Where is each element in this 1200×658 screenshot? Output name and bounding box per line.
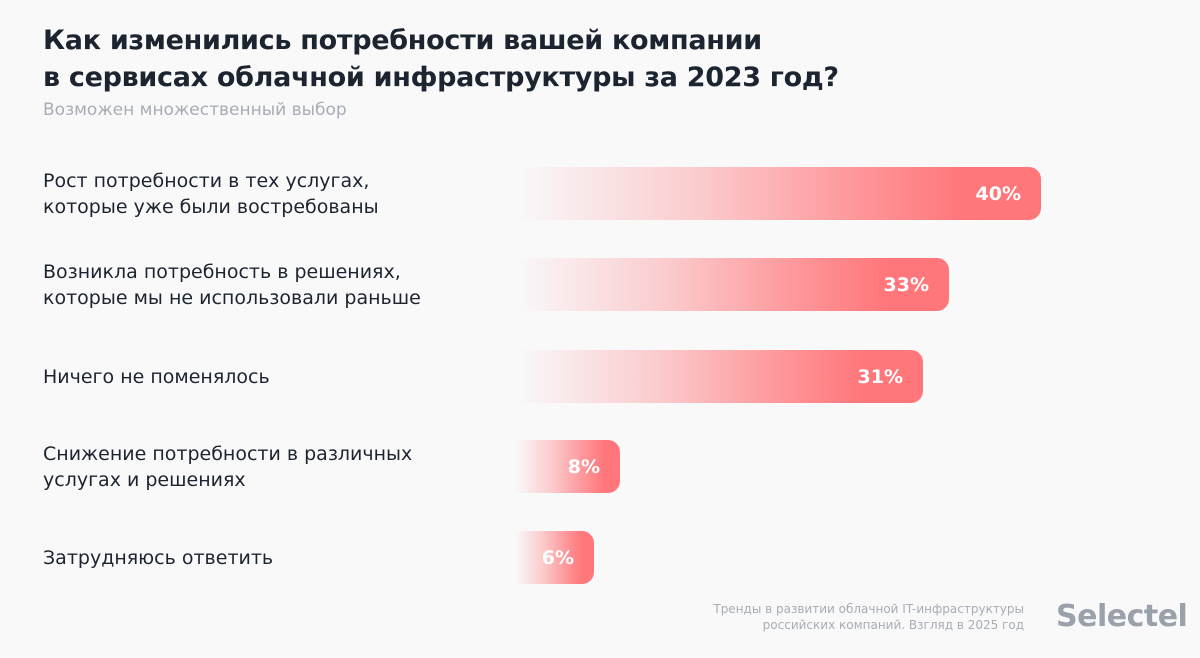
bar-row: Возникла потребность в решениях, которые … [0, 258, 1200, 311]
category-label: Ничего не поменялось [43, 350, 503, 403]
category-label-line: услугах и решениях [43, 468, 246, 491]
footer-line-2: российских компаний. Взгляд в 2025 год [762, 618, 1024, 632]
category-label: Возникла потребность в решениях, которые … [43, 258, 503, 311]
category-label-line: Снижение потребности в различных [43, 442, 413, 465]
bar-row: Затрудняюсь ответить 6% [0, 531, 1200, 584]
footer-line-1: Тренды в развитии облачной IT-инфраструк… [713, 602, 1024, 616]
data-label: 6% [541, 546, 574, 569]
category-label-line: Затрудняюсь ответить [43, 546, 274, 569]
bar: 6% [515, 531, 594, 584]
bar: 33% [515, 258, 949, 311]
category-label-line: которые мы не использовали раньше [43, 286, 421, 309]
bar-row: Ничего не поменялось 31% [0, 350, 1200, 403]
chart-title: Как изменились потребности вашей компани… [43, 22, 943, 96]
bar: 8% [515, 440, 620, 493]
category-label-line: Возникла потребность в решениях, [43, 260, 401, 283]
category-label-line: Рост потребности в тех услугах, [43, 169, 370, 192]
chart-subtitle: Возможен множественный выбор [43, 100, 347, 120]
data-label: 31% [857, 365, 903, 388]
category-label: Снижение потребности в различных услугах … [43, 440, 503, 493]
title-line-2: в сервисах облачной инфраструктуры за 20… [43, 62, 839, 93]
selectel-logo: Selectel [1056, 599, 1188, 634]
bar-row: Рост потребности в тех услугах, которые у… [0, 167, 1200, 220]
bar: 40% [515, 167, 1041, 220]
data-label: 40% [975, 182, 1021, 205]
category-label: Рост потребности в тех услугах, которые у… [43, 167, 503, 220]
category-label: Затрудняюсь ответить [43, 531, 503, 584]
data-label: 8% [567, 455, 600, 478]
title-line-1: Как изменились потребности вашей компани… [43, 25, 762, 56]
bar: 31% [515, 350, 923, 403]
data-label: 33% [883, 273, 929, 296]
category-label-line: которые уже были востребованы [43, 195, 379, 218]
footer-source: Тренды в развитии облачной IT-инфраструк… [713, 601, 1024, 633]
category-label-line: Ничего не поменялось [43, 365, 270, 388]
bar-row: Снижение потребности в различных услугах … [0, 440, 1200, 493]
